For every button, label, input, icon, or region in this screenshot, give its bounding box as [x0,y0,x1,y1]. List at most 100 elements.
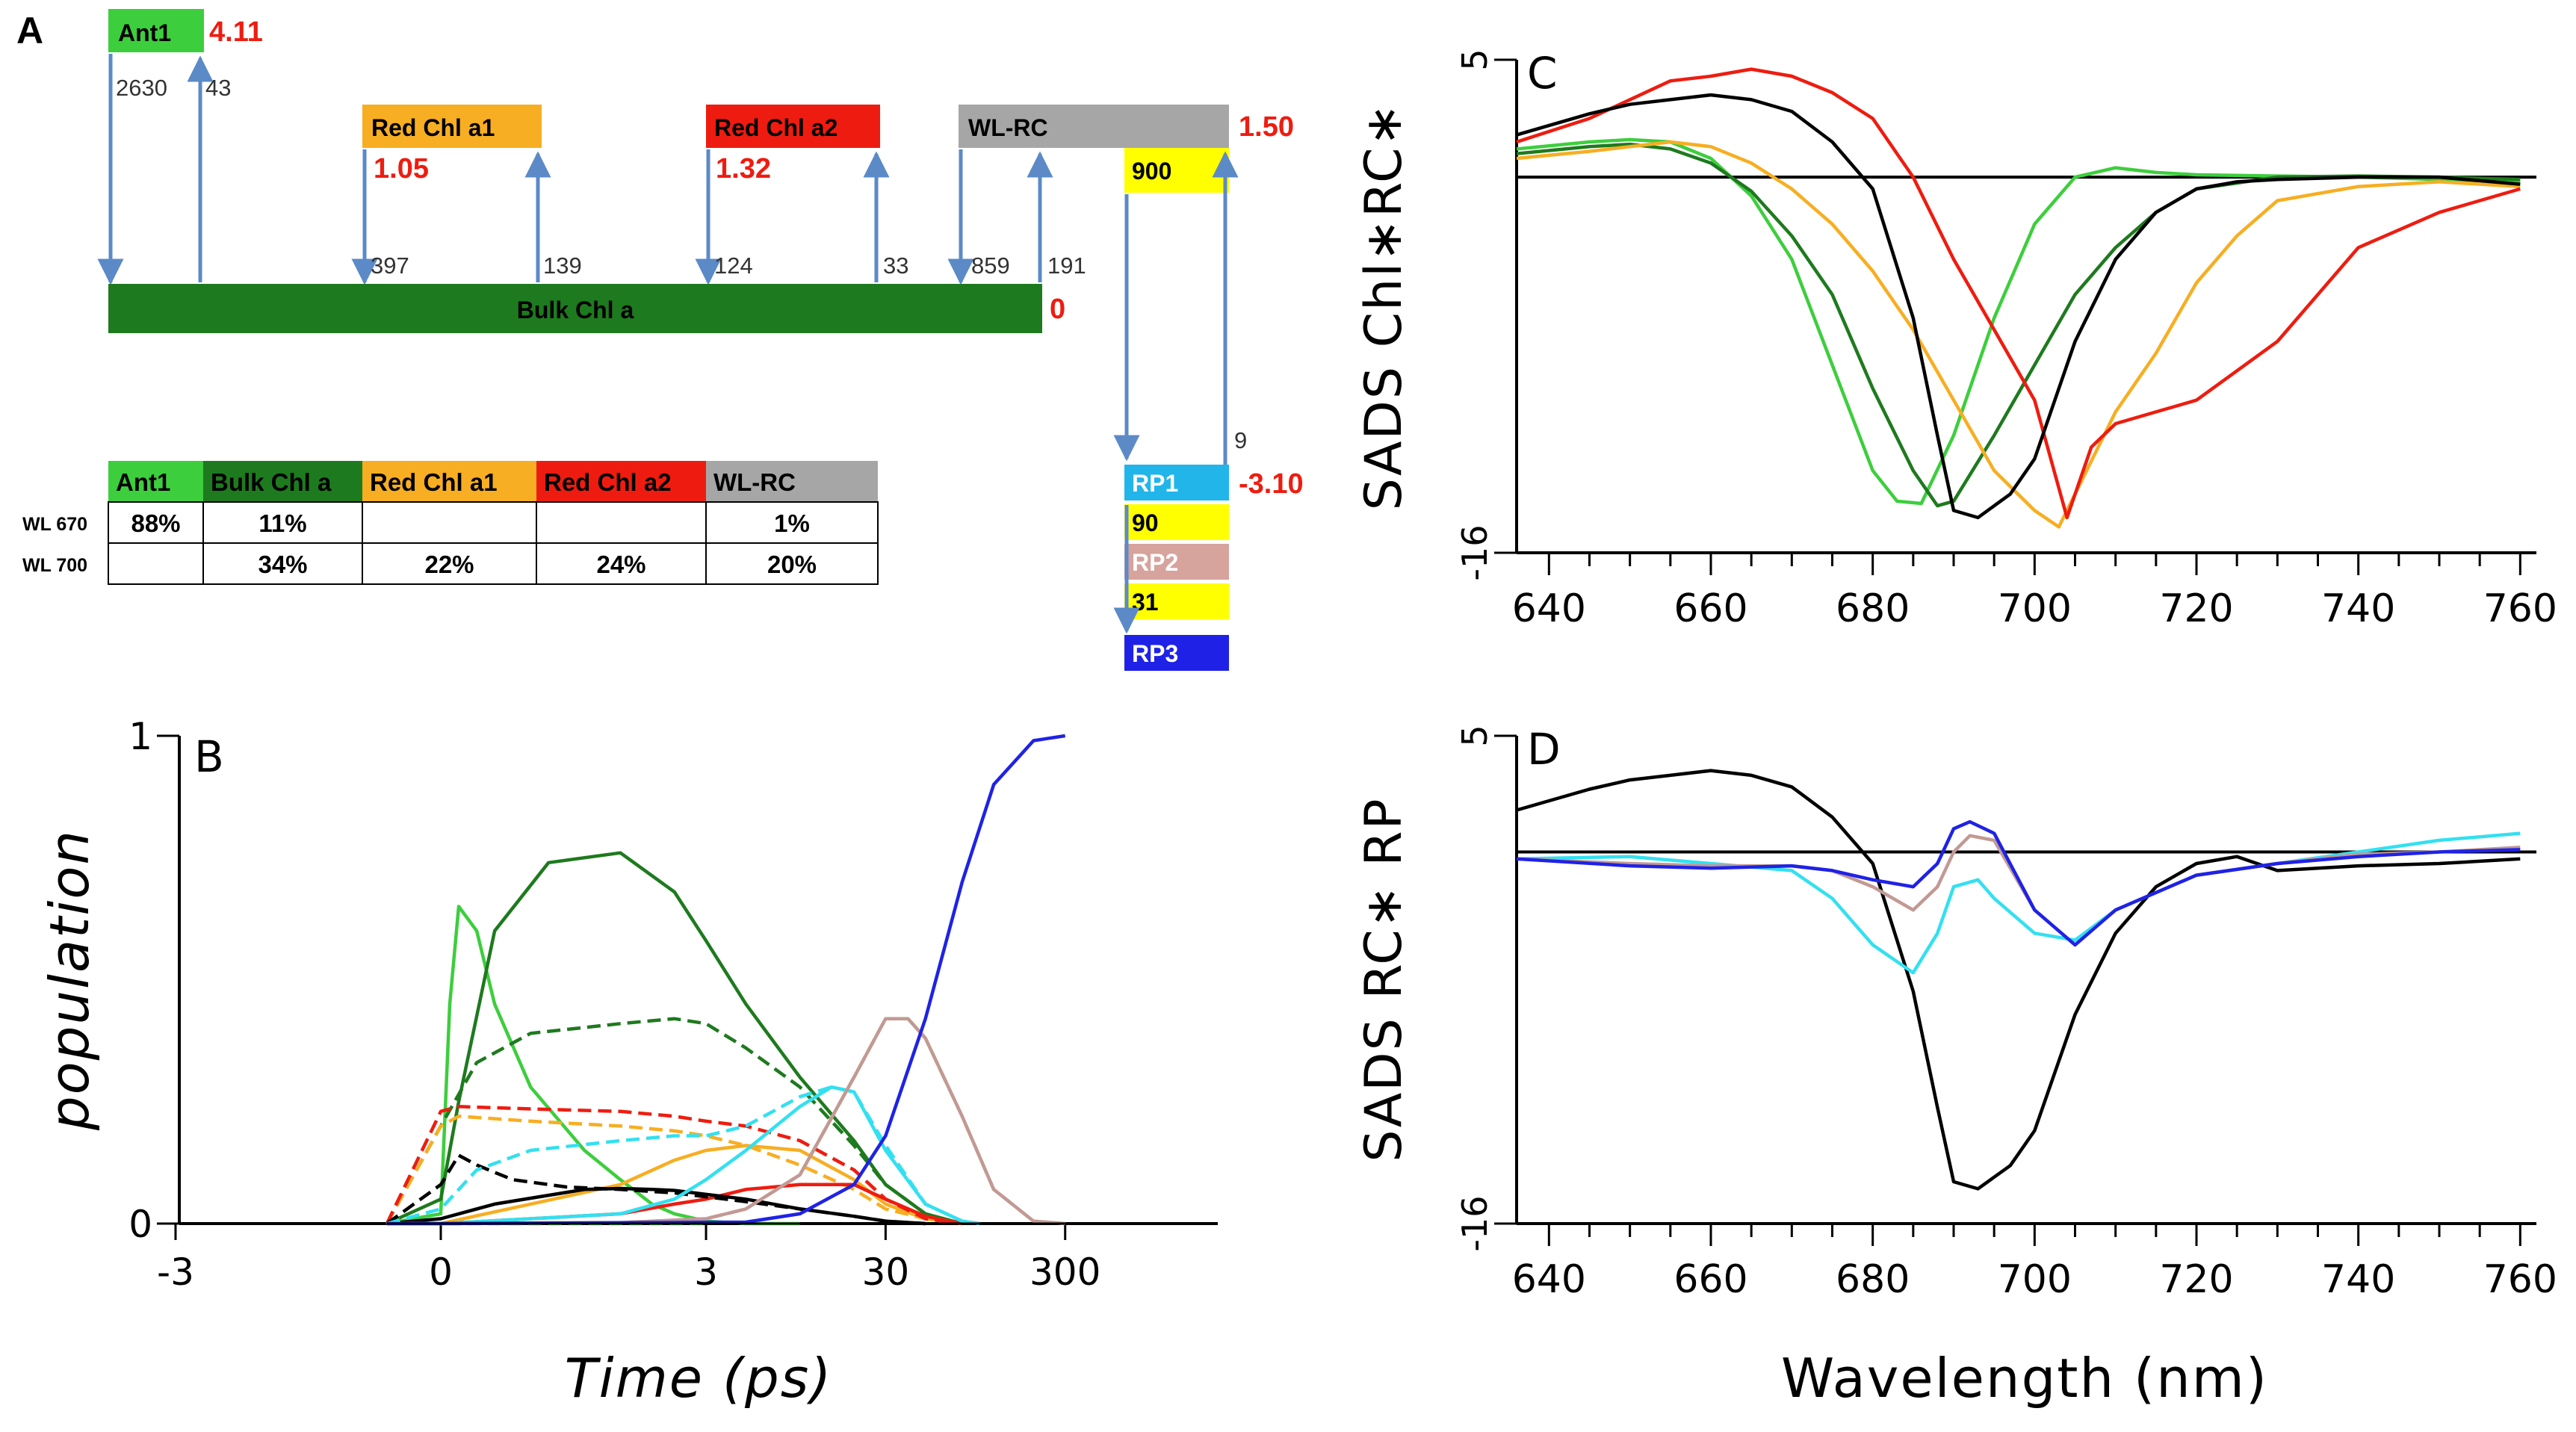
series-line-red-chl-a1 [386,1144,963,1226]
red-chl-a2-energy: 1.32 [716,153,771,185]
series-line-red-chl-a2 [1516,67,2521,520]
series-line-wl-rc [1516,769,2521,1191]
table-cell-value: 1% [774,509,810,537]
x-tick-label: 660 [1674,1257,1747,1302]
series-line-rp1 [386,1085,980,1226]
table-header-cell [706,461,878,502]
panel-label-d: D [1527,724,1561,775]
y-tick-label: -16 [1455,1195,1495,1251]
x-axis-title: Time (ps) [565,1347,833,1410]
table-header-text: Red Chl a2 [544,468,672,496]
y-tick-label: 5 [1455,49,1495,70]
red-chl-a1-rate-up: 139 [543,252,582,279]
x-tick-label: 700 [1998,1257,2072,1302]
table-cell-value: 24% [596,551,645,578]
table-row-label: WL 700 [22,555,87,576]
x-tick-label: 740 [2321,586,2395,631]
red-chl-a1-label: Red Chl a1 [371,114,495,141]
series-line-wl-rc [386,1186,926,1226]
table-header-text: Ant1 [116,468,170,496]
table-cell-value: 22% [424,551,474,578]
series-line-bulk-chl-a-700-nm- [385,1017,963,1226]
sads-rc-rp-plot: 640 660 680 700 720 740 760 5 -16 D SADS RC∗ RP Wav… [1354,724,2557,1410]
series-line-ant1 [1516,137,2521,506]
rc-rp1-rate-back: 9 [1234,427,1247,453]
red-chl-a1-box [362,105,542,148]
y-tick-label: 0 [129,1203,152,1246]
bulk-chl-a-bar [108,284,1042,333]
sads-chl-rc-plot: 640 660 680 700 720 740 760 5 -16 C SADS Chl∗RC∗ [1354,48,2557,631]
table-header-text: WL-RC [713,468,796,496]
bulk-chl-a-energy: 0 [1050,294,1065,325]
x-tick-label: 680 [1836,1257,1910,1302]
red-chl-a2-rate-down: 124 [714,252,753,279]
x-axis-title: Wavelength (nm) [1781,1347,2268,1410]
rp1-box [1124,465,1229,500]
wl-rc-rate-down: 859 [971,252,1010,279]
x-tick-label: 680 [1836,586,1910,631]
table-cell-value: 88% [131,509,180,537]
rp2-rp3-rate: 31 [1132,589,1159,616]
rp3-box [1124,635,1229,671]
series-line-red-chl-a1 [1516,140,2521,529]
wl-rc-rate-up: 191 [1047,252,1086,279]
x-tick-label: 740 [2321,1257,2395,1302]
rp3-label: RP3 [1132,640,1178,667]
x-tick-label: 640 [1512,586,1586,631]
series-line-red-chl-a1-700-nm- [385,1115,963,1226]
table-row-label: WL 670 [22,514,87,535]
y-tick-label: 5 [1455,725,1495,746]
y-tick-label: -16 [1455,524,1495,580]
y-axis-title: SADS Chl∗RC∗ [1354,102,1414,511]
x-tick-label: 0 [429,1250,453,1294]
rp2-box [1124,544,1229,580]
table-cell-value: 34% [258,551,307,578]
series-line-bulk-chl-a [1516,142,2521,508]
table-cell [362,501,537,544]
x-tick-label: 660 [1674,586,1747,631]
series-line-red-chl-a2-700-nm- [385,1105,963,1226]
series-line-rp1-700-nm- [386,1085,980,1226]
kinetic-scheme: A Ant1 4.11 2630 43 Red Chl a1 1.05 397 … [16,9,1304,671]
table-header-text: Bulk Chl a [211,468,332,496]
rp1-rp2-rate-box [1124,504,1229,540]
x-tick-label: 300 [1030,1250,1100,1294]
panel-label-b: B [194,731,224,782]
rc-rp1-rate-forward: 900 [1132,158,1171,185]
x-tick-label: 3 [694,1250,718,1294]
table-cell [536,501,707,544]
red-chl-a2-label: Red Chl a2 [714,114,837,141]
table-cell [705,542,879,585]
x-tick-label: 760 [2483,1257,2557,1302]
ant1-label: Ant1 [118,19,171,46]
x-tick-label: 720 [2159,586,2233,631]
wl-rc-box [959,105,1229,148]
rp1-label: RP1 [1132,470,1178,497]
red-chl-a2-rate-up: 33 [883,252,908,279]
rp2-label: RP2 [1132,549,1178,576]
rp1-rp2-rate: 90 [1132,509,1159,536]
table-header-cell [536,461,706,502]
table-cell-value: 20% [767,551,817,578]
table-cell [108,542,204,585]
ant1-energy: 4.11 [209,16,263,48]
x-tick-label: -3 [157,1250,194,1294]
y-axis-title: population [38,829,101,1131]
table-header-cell [203,461,362,502]
red-chl-a2-box [706,105,880,148]
table-header-text: Red Chl a1 [370,468,498,496]
wl-rc-label: WL-RC [968,114,1048,141]
rp2-rp3-rate-box [1124,583,1229,619]
y-tick-label: 1 [129,715,152,758]
panel-label-c: C [1527,48,1558,99]
series-line-wl-rc-700-nm- [386,1153,926,1226]
ant1-rate-up: 43 [205,75,231,101]
ant1-box [108,9,204,52]
table-cell-value: 11% [258,509,306,537]
x-tick-label: 640 [1512,1257,1586,1302]
x-tick-label: 30 [862,1250,910,1294]
table-header-cell [108,461,203,502]
panel-label-a: A [16,10,43,52]
